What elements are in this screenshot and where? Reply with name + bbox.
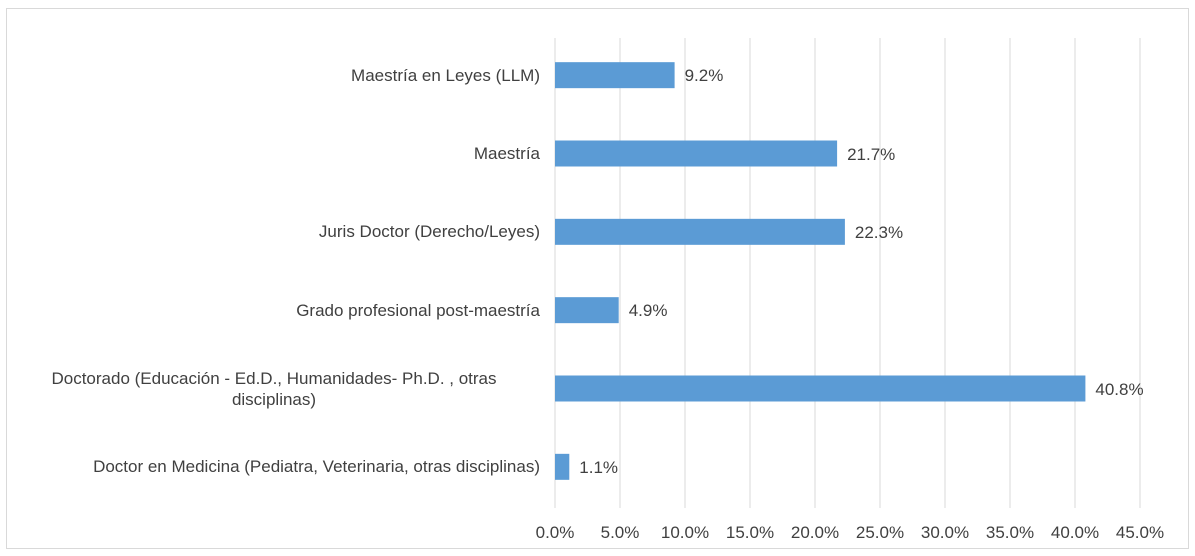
y-tick-label: Doctor en Medicina (Pediatra, Veterinari… — [93, 457, 540, 477]
x-tick-label: 25.0% — [855, 523, 905, 542]
y-tick-label: Maestría — [473, 144, 540, 163]
data-label: 9.2% — [684, 66, 724, 86]
y-tick-label: Maestría en Leyes (LLM) — [351, 65, 540, 85]
y-tick-label: Grado profesional post-maestría — [296, 300, 540, 320]
category-label-box: Doctorado (Educación - Ed.D., Humanidade… — [0, 368, 540, 410]
bar — [555, 375, 1086, 402]
data-label: 22.3% — [854, 222, 904, 242]
x-tick-label: 35.0% — [985, 523, 1035, 542]
x-tick-label: 20.0% — [790, 523, 840, 542]
x-tick-label: 45.0% — [1115, 523, 1165, 542]
category-label-box: Maestría — [0, 143, 540, 164]
bar — [555, 218, 845, 245]
bar — [555, 453, 570, 480]
bar — [555, 297, 619, 324]
data-label: 21.7% — [847, 144, 896, 164]
category-label-box: Grado profesional post-maestría — [0, 300, 540, 321]
category-label-box: Juris Doctor (Derecho/Leyes) — [0, 221, 540, 242]
x-tick-label: 5.0% — [600, 523, 640, 542]
x-tick-label: 10.0% — [660, 523, 710, 542]
bar — [555, 62, 675, 89]
x-tick-label: 30.0% — [920, 523, 970, 542]
category-label-box: Maestría en Leyes (LLM) — [0, 65, 540, 86]
x-tick-label: 15.0% — [725, 523, 775, 542]
x-tick-label: 0.0% — [535, 523, 575, 542]
chart-border — [6, 8, 1189, 549]
data-label: 1.1% — [579, 457, 619, 477]
data-label: 4.9% — [628, 301, 668, 321]
bar — [555, 140, 838, 167]
data-label: 40.8% — [1095, 379, 1144, 399]
y-tick-label: Doctorado (Educación - Ed.D., Humanidade… — [51, 368, 497, 409]
y-tick-label: Juris Doctor (Derecho/Leyes) — [318, 222, 540, 242]
x-tick-label: 40.0% — [1050, 523, 1100, 542]
category-label-box: Doctor en Medicina (Pediatra, Veterinari… — [0, 456, 540, 477]
